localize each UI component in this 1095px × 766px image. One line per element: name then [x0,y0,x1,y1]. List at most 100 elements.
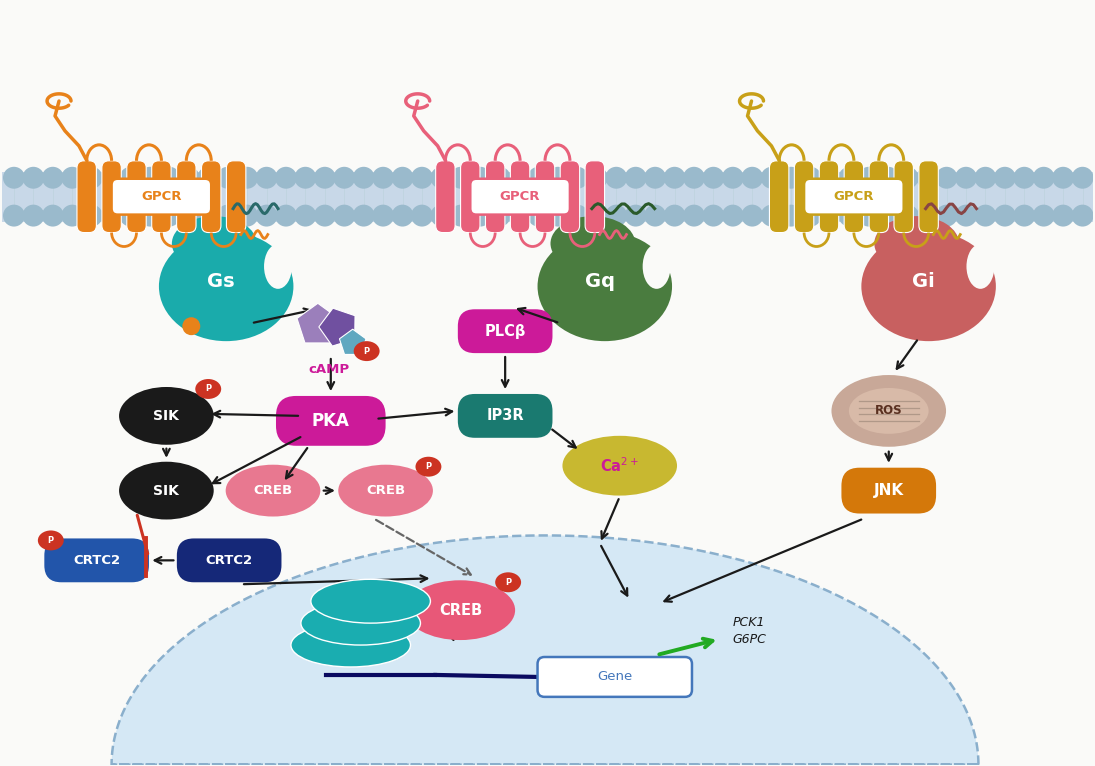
Ellipse shape [264,244,292,289]
Ellipse shape [237,205,258,227]
Ellipse shape [799,205,821,227]
Ellipse shape [1072,167,1094,188]
Ellipse shape [975,205,996,227]
Ellipse shape [100,167,122,188]
Ellipse shape [314,205,336,227]
Ellipse shape [372,205,394,227]
FancyBboxPatch shape [44,538,149,582]
Ellipse shape [159,205,181,227]
Ellipse shape [644,205,666,227]
Ellipse shape [255,205,277,227]
FancyBboxPatch shape [177,538,281,582]
Polygon shape [112,535,979,764]
Ellipse shape [100,205,122,227]
Text: SIK: SIK [153,483,180,498]
Ellipse shape [392,167,414,188]
Ellipse shape [139,205,161,227]
Ellipse shape [955,205,977,227]
Text: GPCR: GPCR [833,190,874,203]
Ellipse shape [392,205,414,227]
Ellipse shape [295,167,316,188]
Text: Ca$^{2+}$: Ca$^{2+}$ [600,457,639,475]
Ellipse shape [548,167,569,188]
Ellipse shape [470,205,492,227]
Ellipse shape [195,379,221,399]
Ellipse shape [22,205,44,227]
FancyBboxPatch shape [510,161,530,233]
Ellipse shape [119,462,214,519]
Text: Gene: Gene [597,670,633,683]
FancyBboxPatch shape [538,657,692,697]
Text: PLCβ: PLCβ [484,324,526,339]
Text: CREB: CREB [439,603,482,617]
Text: CRTC2: CRTC2 [206,554,253,567]
Ellipse shape [528,167,550,188]
Ellipse shape [333,205,355,227]
Ellipse shape [81,167,103,188]
FancyBboxPatch shape [869,161,888,233]
Ellipse shape [857,205,879,227]
Ellipse shape [877,167,899,188]
Ellipse shape [275,167,297,188]
Text: Gs: Gs [207,272,235,291]
Ellipse shape [450,167,472,188]
Ellipse shape [1072,205,1094,227]
Ellipse shape [967,244,994,289]
Text: P: P [48,536,54,545]
Ellipse shape [197,167,219,188]
Ellipse shape [683,167,705,188]
Ellipse shape [702,167,725,188]
FancyBboxPatch shape [127,161,147,233]
Ellipse shape [857,167,879,188]
Ellipse shape [291,623,411,667]
Ellipse shape [405,581,515,640]
Ellipse shape [819,167,841,188]
Ellipse shape [38,531,64,551]
Ellipse shape [159,231,293,341]
Ellipse shape [450,205,472,227]
Ellipse shape [353,205,374,227]
Ellipse shape [935,167,957,188]
FancyBboxPatch shape [841,468,936,513]
Ellipse shape [644,167,666,188]
Ellipse shape [586,205,608,227]
Ellipse shape [548,205,569,227]
Ellipse shape [470,167,492,188]
Ellipse shape [183,317,200,336]
Polygon shape [297,303,338,343]
Ellipse shape [917,205,938,227]
FancyBboxPatch shape [458,309,553,353]
FancyBboxPatch shape [458,394,553,438]
Ellipse shape [683,205,705,227]
FancyBboxPatch shape [77,161,96,233]
Ellipse shape [831,375,946,447]
FancyBboxPatch shape [919,161,938,233]
Ellipse shape [538,231,672,341]
FancyBboxPatch shape [844,161,864,233]
Ellipse shape [702,205,725,227]
FancyBboxPatch shape [176,161,196,233]
FancyBboxPatch shape [461,161,480,233]
FancyBboxPatch shape [585,161,604,233]
Ellipse shape [819,205,841,227]
Text: Gi: Gi [912,272,935,291]
Ellipse shape [353,167,374,188]
Ellipse shape [333,167,355,188]
Text: P: P [505,578,511,587]
Text: cAMP: cAMP [308,362,349,375]
Text: CREB: CREB [366,484,405,497]
Ellipse shape [917,167,938,188]
Text: P: P [425,462,431,471]
Ellipse shape [217,205,239,227]
Ellipse shape [81,205,103,227]
Ellipse shape [3,205,25,227]
Ellipse shape [935,205,957,227]
Ellipse shape [159,167,181,188]
Polygon shape [339,329,366,355]
FancyBboxPatch shape [485,161,505,233]
Ellipse shape [897,167,919,188]
Ellipse shape [643,244,670,289]
FancyBboxPatch shape [819,161,839,233]
Ellipse shape [664,205,685,227]
FancyBboxPatch shape [436,161,456,233]
